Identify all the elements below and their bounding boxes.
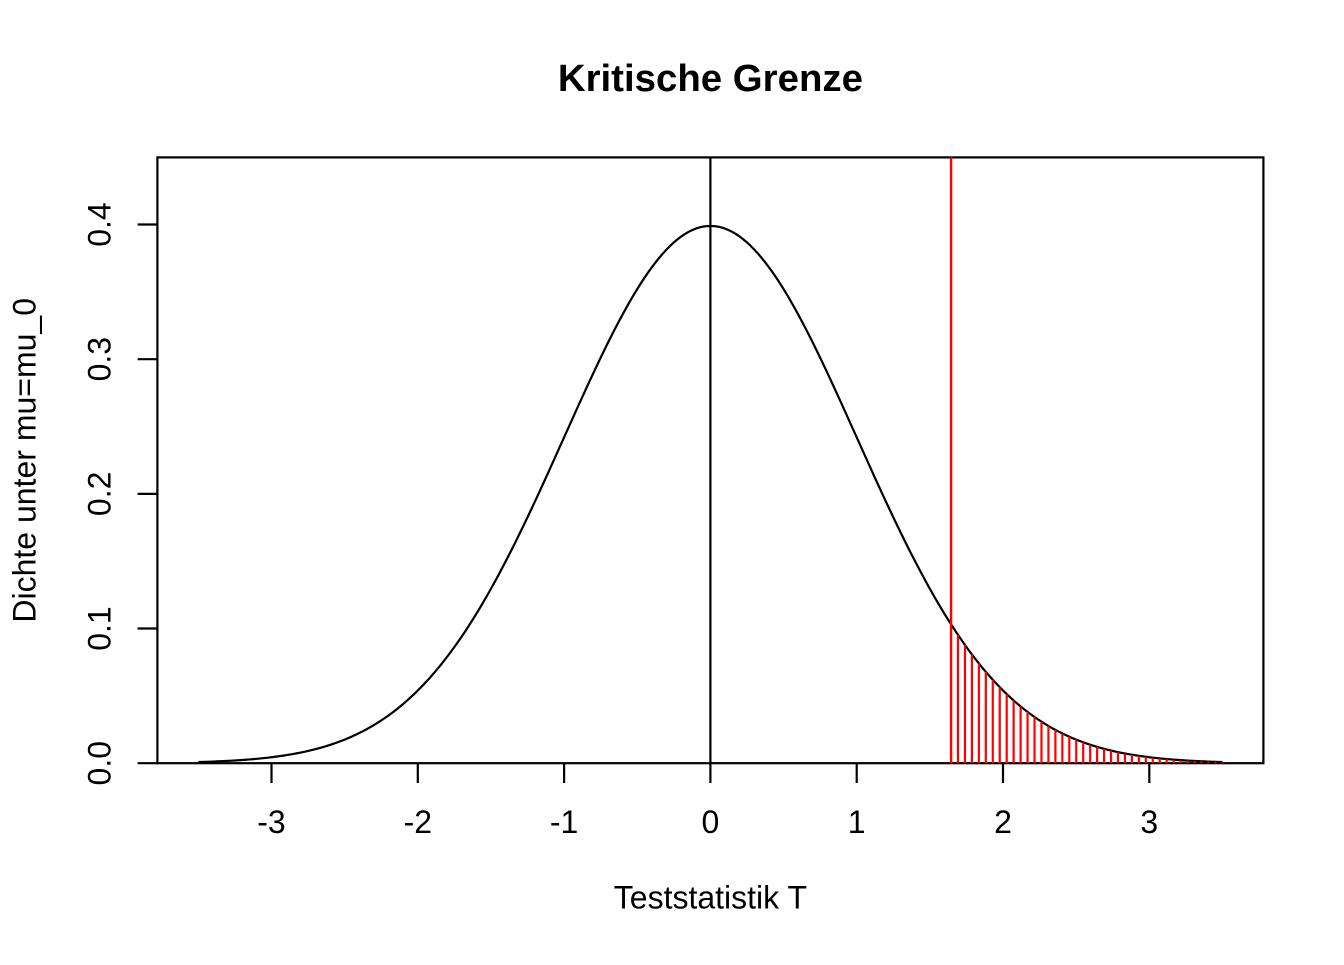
svg-text:0.0: 0.0 (82, 741, 118, 785)
svg-text:0.4: 0.4 (82, 202, 118, 246)
svg-text:0.3: 0.3 (82, 337, 118, 381)
svg-text:Kritische Grenze: Kritische Grenze (558, 57, 863, 100)
svg-text:Dichte unter mu=mu_0: Dichte unter mu=mu_0 (7, 298, 43, 623)
svg-text:-1: -1 (550, 804, 578, 840)
svg-text:Teststatistik T: Teststatistik T (614, 880, 807, 916)
svg-text:0.2: 0.2 (82, 472, 118, 516)
svg-text:2: 2 (994, 804, 1012, 840)
svg-text:1: 1 (848, 804, 866, 840)
svg-text:0.1: 0.1 (82, 606, 118, 650)
svg-text:0: 0 (702, 804, 720, 840)
svg-text:-3: -3 (257, 804, 285, 840)
svg-text:3: 3 (1140, 804, 1158, 840)
svg-text:-2: -2 (404, 804, 432, 840)
